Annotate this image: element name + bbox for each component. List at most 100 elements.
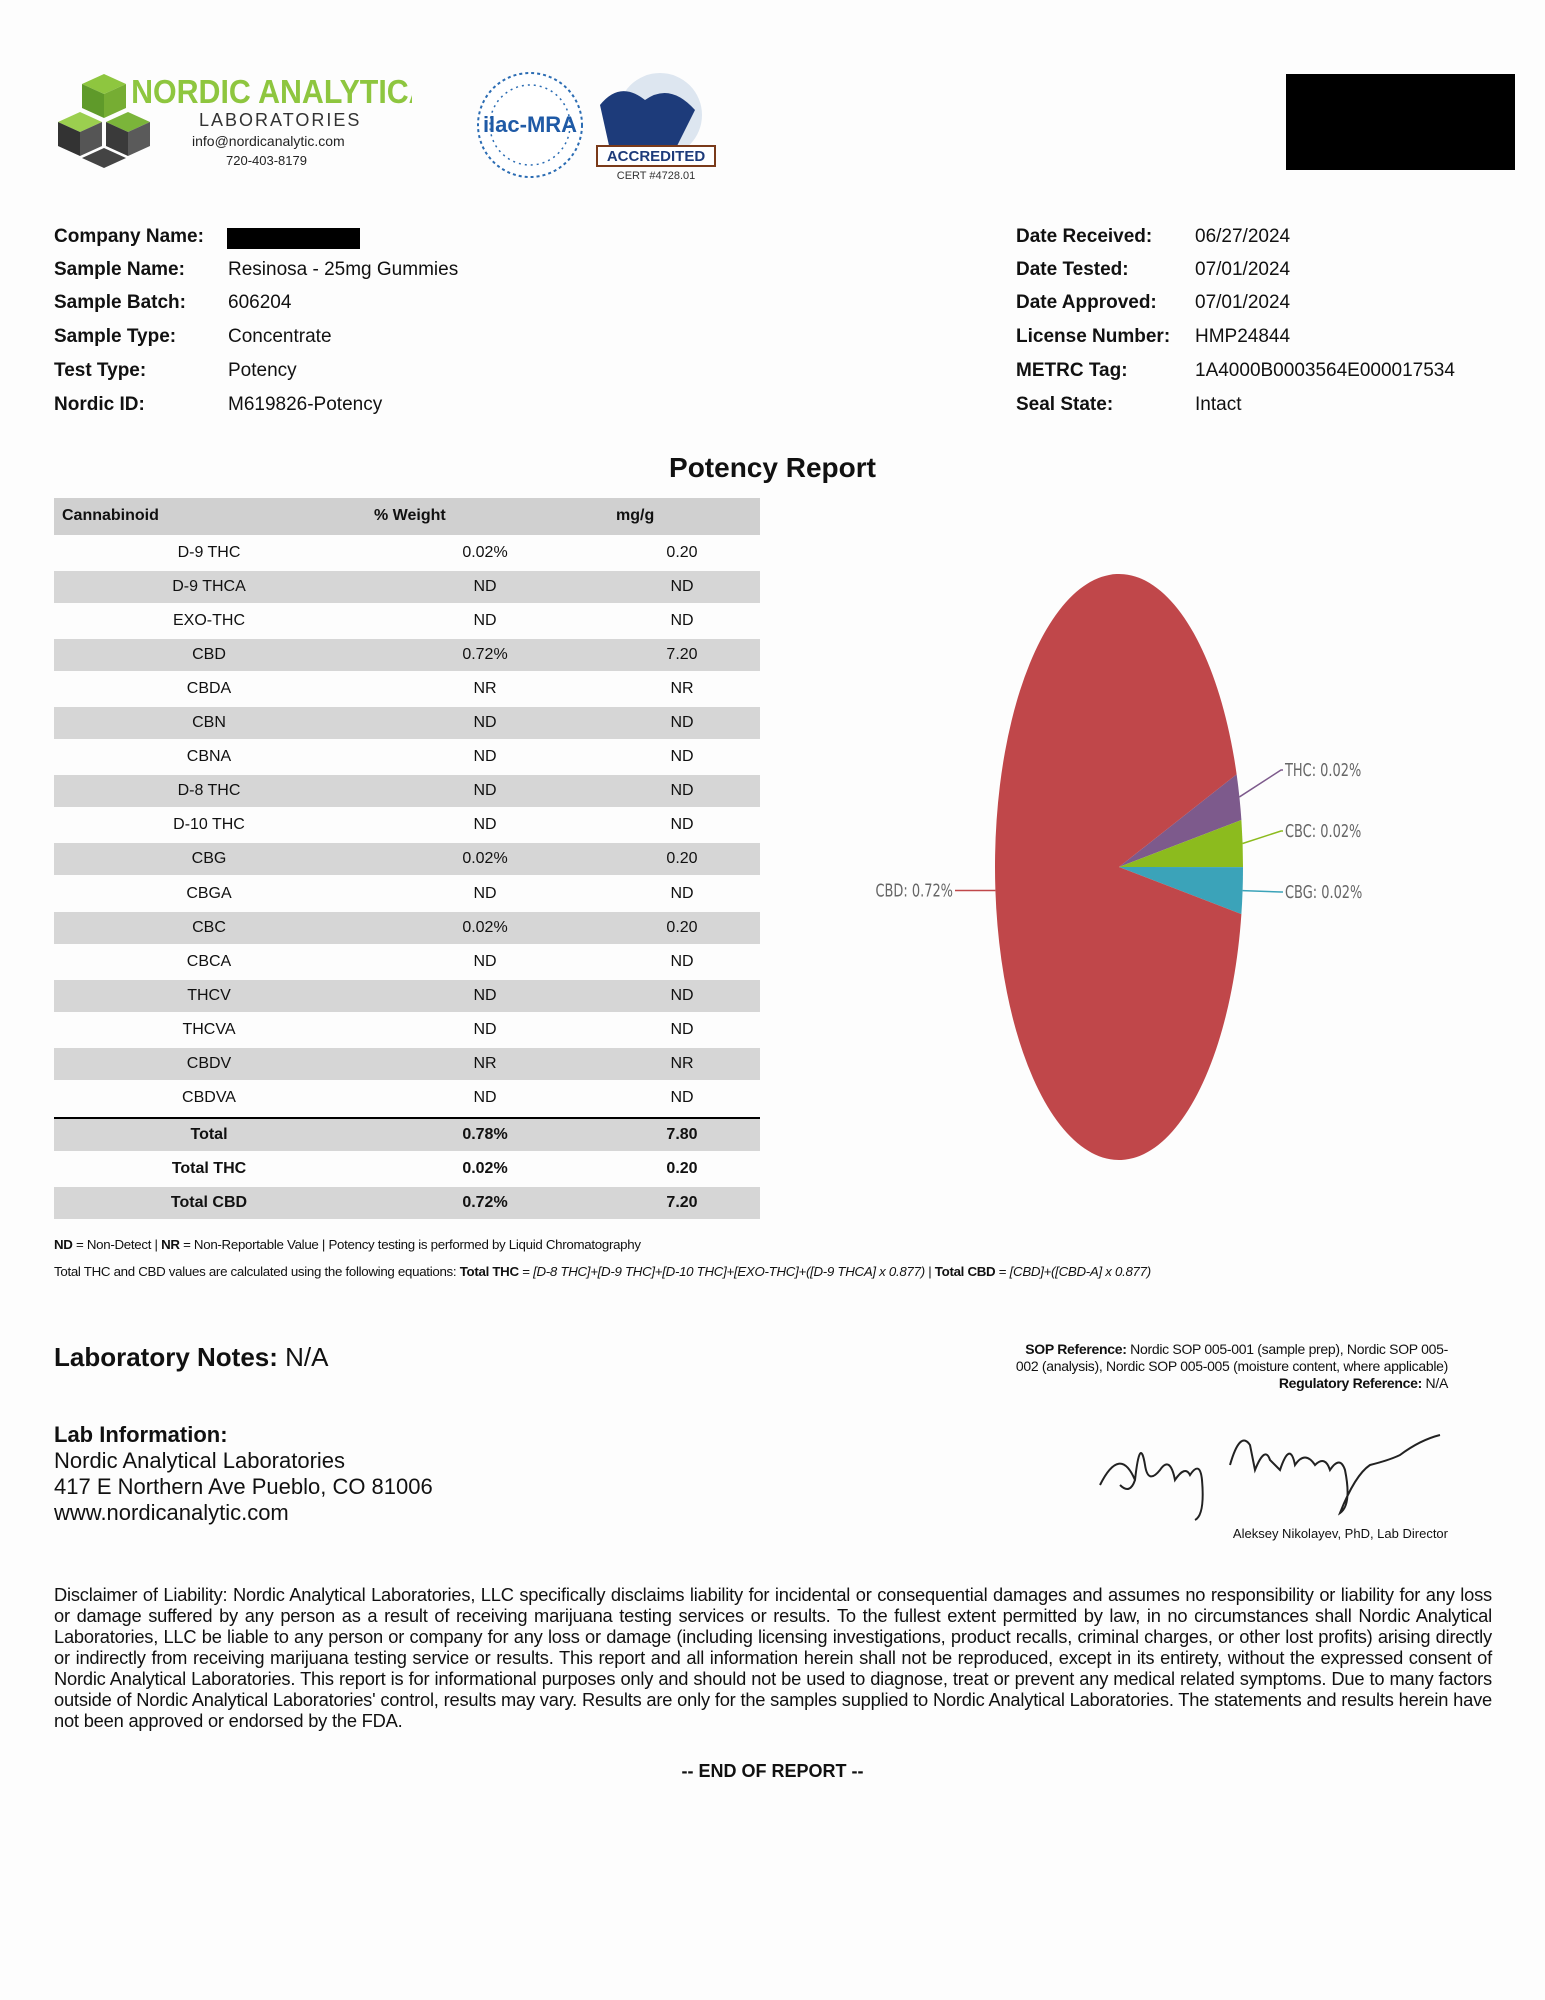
field-label: Date Received: — [1016, 226, 1153, 247]
table-cell: EXO-THC — [173, 612, 245, 630]
table-cell: ND — [670, 748, 694, 766]
field-label: Sample Type: — [54, 326, 177, 347]
table-cell: ND — [670, 612, 694, 630]
total-rule — [54, 1117, 760, 1119]
table-cell: ND — [670, 714, 694, 732]
table-cell: 0.02% — [462, 544, 508, 561]
table-cell: NR — [670, 680, 694, 698]
cert-number: CERT #4728.01 — [617, 170, 695, 182]
field-value: 606204 — [228, 292, 292, 313]
field-value: 07/01/2024 — [1195, 292, 1291, 313]
leader-line — [1238, 769, 1283, 798]
table-cell: D-9 THCA — [172, 578, 246, 596]
lab-notes: Laboratory Notes: N/A — [54, 1342, 329, 1373]
table-cell: CBG — [191, 850, 227, 868]
field-value: M619826-Potency — [228, 394, 383, 415]
total-cell: Total THC — [171, 1160, 247, 1177]
logo-name: NORDIC ANALYTICAL — [131, 73, 412, 110]
column-header: mg/g — [616, 507, 655, 524]
table-cell: THCVA — [182, 1020, 236, 1038]
field-label: Sample Batch: — [54, 292, 186, 313]
total-cell: 0.20 — [666, 1160, 698, 1177]
table-cell: 7.20 — [666, 646, 698, 664]
table-cell: D-8 THC — [177, 782, 241, 800]
table-cell: ND — [473, 884, 497, 902]
field-label: Company Name: — [54, 226, 204, 247]
table-cell: ND — [670, 782, 694, 800]
slice-label: CBG: 0.02% — [1285, 881, 1362, 903]
footnote-text: = Non-Reportable Value | Potency testing… — [179, 1237, 641, 1252]
slice-label: CBD: 0.72% — [875, 879, 953, 901]
accredited-text: ACCREDITED — [607, 148, 706, 165]
row-band — [54, 639, 760, 672]
row-band — [54, 911, 760, 944]
table-cell: ND — [473, 816, 497, 834]
logo-email: info@nordicanalytic.com — [192, 133, 345, 149]
table-cell: ND — [670, 1020, 694, 1038]
lab-info: Lab Information: Nordic Analytical Labor… — [54, 1422, 433, 1526]
accreditation-logos: ilac-MRA ACCREDITED CERT #4728.01 — [477, 72, 716, 182]
total-cell: 7.80 — [666, 1126, 698, 1143]
table-cell: ND — [473, 1020, 497, 1038]
table-cell: CBC — [192, 918, 226, 936]
total-cell: Total — [190, 1126, 228, 1143]
table-cell: ND — [670, 1088, 694, 1106]
column-header: % Weight — [374, 507, 446, 524]
slice-label: THC: 0.02% — [1284, 759, 1361, 781]
leader-line — [1242, 889, 1283, 893]
footnote-text: | — [924, 1264, 935, 1279]
total-cell: 7.20 — [666, 1194, 698, 1211]
field-label: License Number: — [1016, 326, 1171, 347]
total-cell: 0.78% — [462, 1126, 508, 1143]
sop-label: SOP Reference: — [1025, 1341, 1127, 1357]
field-label: Sample Name: — [54, 259, 185, 280]
footnote-abbrev: NR — [161, 1237, 180, 1252]
field-value: 06/27/2024 — [1195, 226, 1291, 247]
footnote-abbrev: ND — [54, 1237, 73, 1252]
field-label: Seal State: — [1016, 394, 1114, 415]
table-cell: ND — [670, 952, 694, 970]
table-cell: CBDV — [186, 1054, 232, 1072]
row-band — [54, 1047, 760, 1080]
row-band — [54, 979, 760, 1012]
total-cell: 0.02% — [462, 1160, 508, 1177]
pie-slice — [995, 573, 1242, 1160]
signatory: Aleksey Nikolayev, PhD, Lab Director — [1232, 1526, 1448, 1541]
regulatory-value: N/A — [1425, 1375, 1449, 1391]
table-cell: ND — [473, 1088, 497, 1106]
table-cell: ND — [473, 714, 497, 732]
ilac-logo: ilac-MRA — [483, 112, 577, 137]
table-cell: CBDVA — [182, 1088, 236, 1106]
sop-text: Nordic SOP 005-001 (sample prep), Nordic… — [1015, 1341, 1448, 1374]
footnote-term: Total THC — [459, 1264, 519, 1279]
table-cell: D-9 THC — [177, 544, 241, 561]
table-cell: ND — [473, 612, 497, 630]
table-cell: 0.02% — [462, 918, 508, 936]
table-cell: CBGA — [186, 884, 232, 902]
disclaimer: Disclaimer of Liability: Nordic Analytic… — [54, 1584, 1492, 1731]
footnote-text: = Non-Detect | — [72, 1237, 162, 1252]
footnote-text: Total THC and CBD values are calculated … — [54, 1264, 460, 1279]
field-value: Intact — [1195, 394, 1242, 415]
footnote-text: = — [518, 1264, 534, 1279]
total-cell: Total CBD — [170, 1194, 248, 1211]
table-cell: 0.72% — [462, 646, 508, 664]
row-band — [54, 775, 760, 808]
column-header: Cannabinoid — [62, 507, 159, 524]
field-label: Date Tested: — [1016, 259, 1129, 280]
field-label: Nordic ID: — [54, 394, 145, 415]
table-cell: ND — [473, 578, 497, 596]
field-value: Potency — [228, 360, 297, 381]
table-cell: ND — [473, 782, 497, 800]
leader-line — [1242, 830, 1283, 845]
table-cell: ND — [670, 884, 694, 902]
footnote-equation: [D-8 THC]+[D-9 THC]+[D-10 THC]+[EXO-THC]… — [533, 1264, 925, 1279]
table-header — [54, 498, 760, 535]
field-label: Date Approved: — [1016, 292, 1157, 313]
row-band — [54, 707, 760, 740]
row-band — [54, 571, 760, 604]
signature — [1099, 1434, 1441, 1521]
pie-slice — [1119, 774, 1242, 867]
table-cell: 0.20 — [666, 850, 698, 868]
